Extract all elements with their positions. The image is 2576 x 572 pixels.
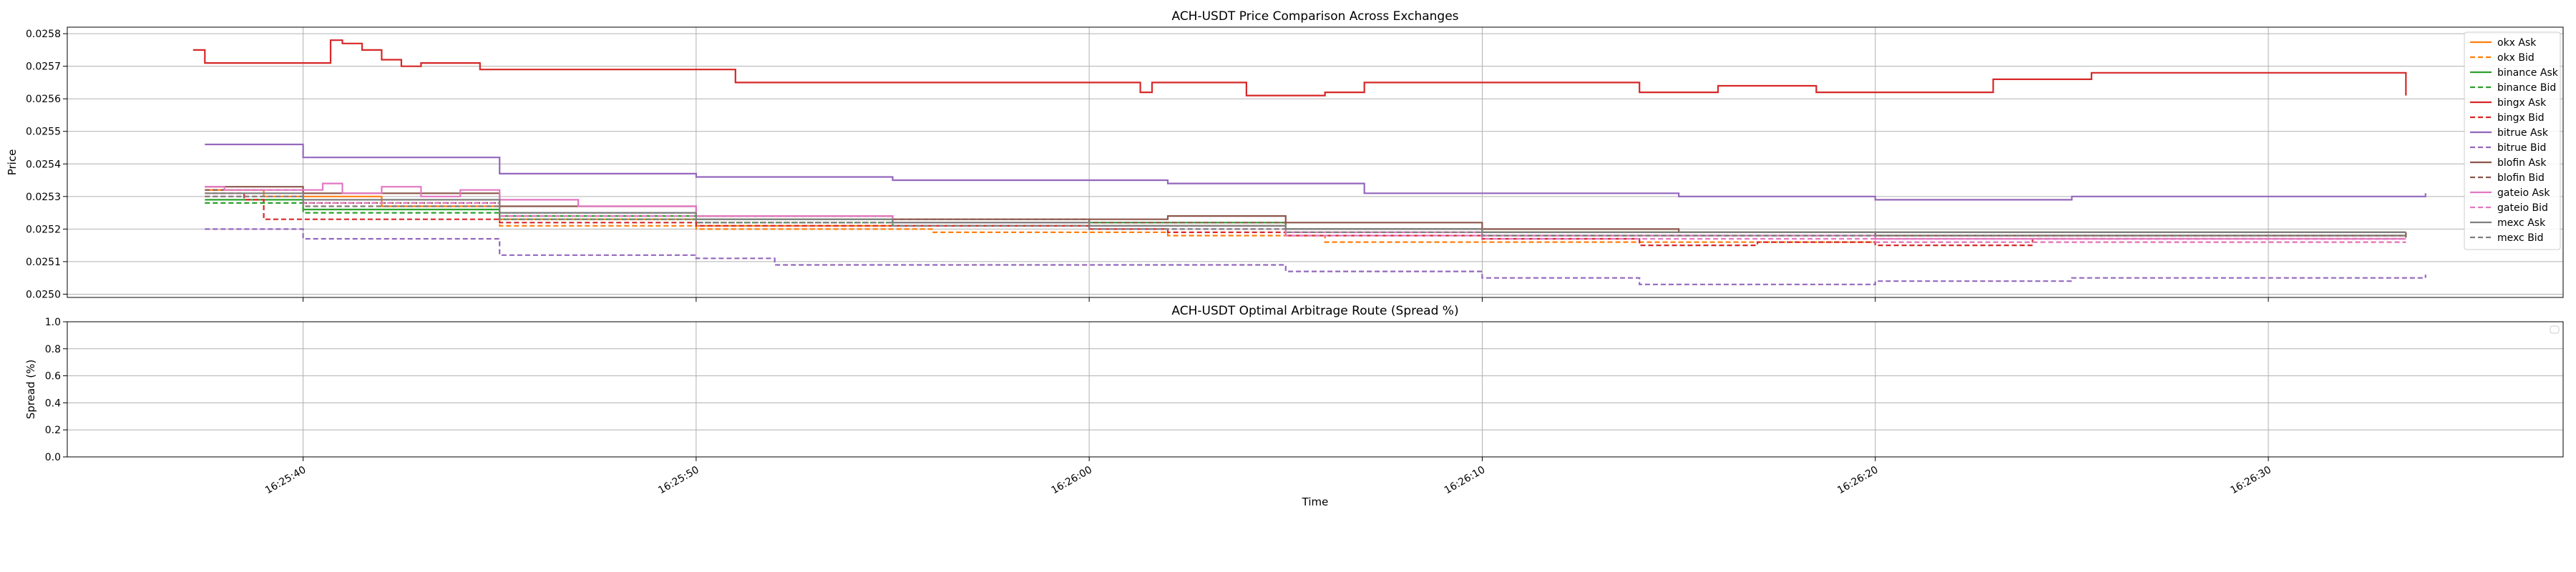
y-tick-label: 0.0251 xyxy=(26,257,61,268)
legend-label-binance-ask: binance Ask xyxy=(2497,67,2559,79)
y-tick-label: 0.0250 xyxy=(26,289,61,300)
legend-label-bingx-bid: bingx Bid xyxy=(2497,112,2545,124)
y-tick-label: 0.0255 xyxy=(26,127,61,138)
price-chart-series xyxy=(192,39,2426,285)
spread-chart-title: ACH-USDT Optimal Arbitrage Route (Spread… xyxy=(1171,304,1458,318)
legend-label-bitrue-ask: bitrue Ask xyxy=(2497,127,2549,139)
legend-label-okx-bid: okx Bid xyxy=(2497,52,2534,64)
series-line-bingx-ask xyxy=(192,39,2407,97)
legend-label-blofin-bid: blofin Bid xyxy=(2497,172,2545,184)
legend-label-okx-ask: okx Ask xyxy=(2497,37,2537,49)
y-tick-label: 0.0253 xyxy=(26,192,61,203)
legend-label-mexc-bid: mexc Bid xyxy=(2497,232,2544,244)
legend-label-binance-bid: binance Bid xyxy=(2497,82,2556,94)
series-line-bitrue-bid xyxy=(205,228,2426,285)
legend-label-gateio-ask: gateio Ask xyxy=(2497,187,2550,199)
series-line-bitrue-ask xyxy=(205,143,2426,201)
price-chart-legend: okx Ask okx Bid binance Ask binance Bid bing… xyxy=(2464,31,2561,250)
series-line-bingx-bid xyxy=(205,192,2406,247)
y-tick-label: 0.2 xyxy=(45,425,61,436)
y-tick-label: 0.6 xyxy=(45,371,61,383)
y-tick-label: 0.0258 xyxy=(26,29,61,40)
spread-chart-y-label: Spread (%) xyxy=(24,360,37,420)
spread-chart-legend xyxy=(2550,325,2560,334)
y-tick-label: 0.0254 xyxy=(26,159,61,170)
series-line-mexc-ask xyxy=(205,192,2406,233)
legend-label-blofin-ask: blofin Ask xyxy=(2497,157,2547,169)
spread-chart-x-label: Time xyxy=(1302,495,1329,508)
legend-label-mexc-ask: mexc Ask xyxy=(2497,217,2546,229)
price-chart-x-ticks xyxy=(303,297,2269,302)
y-tick-label: 0.0256 xyxy=(26,94,61,105)
y-tick-label: 0.0252 xyxy=(26,224,61,235)
spread-chart-y-ticks: 0.0 0.2 0.4 0.6 0.8 1.0 xyxy=(45,317,67,463)
legend-label-bingx-ask: bingx Ask xyxy=(2497,97,2547,109)
y-tick-label: 0.4 xyxy=(45,398,61,409)
legend-items: okx Ask okx Bid binance Ask binance Bid bing… xyxy=(2470,37,2559,244)
y-tick-label: 0.0257 xyxy=(26,61,61,73)
price-chart-y-ticks: 0.0250 0.0251 0.0252 0.0253 0.0254 0.0255 0.02… xyxy=(26,29,67,300)
y-tick-label: 0.0 xyxy=(45,452,61,463)
legend-label-bitrue-bid: bitrue Bid xyxy=(2497,142,2546,154)
price-chart-frame xyxy=(67,26,2564,298)
y-tick-label: 1.0 xyxy=(45,317,61,328)
price-chart-y-label: Price xyxy=(6,149,19,176)
legend-label-gateio-bid: gateio Bid xyxy=(2497,202,2548,214)
price-chart: ACH-USDT Price Comparison Across Exchang… xyxy=(6,9,2564,302)
series-line-mexc-bid xyxy=(205,195,2406,237)
spread-chart-frame xyxy=(67,321,2564,458)
y-tick-label: 0.8 xyxy=(45,344,61,355)
price-chart-title: ACH-USDT Price Comparison Across Exchang… xyxy=(1171,9,1458,24)
